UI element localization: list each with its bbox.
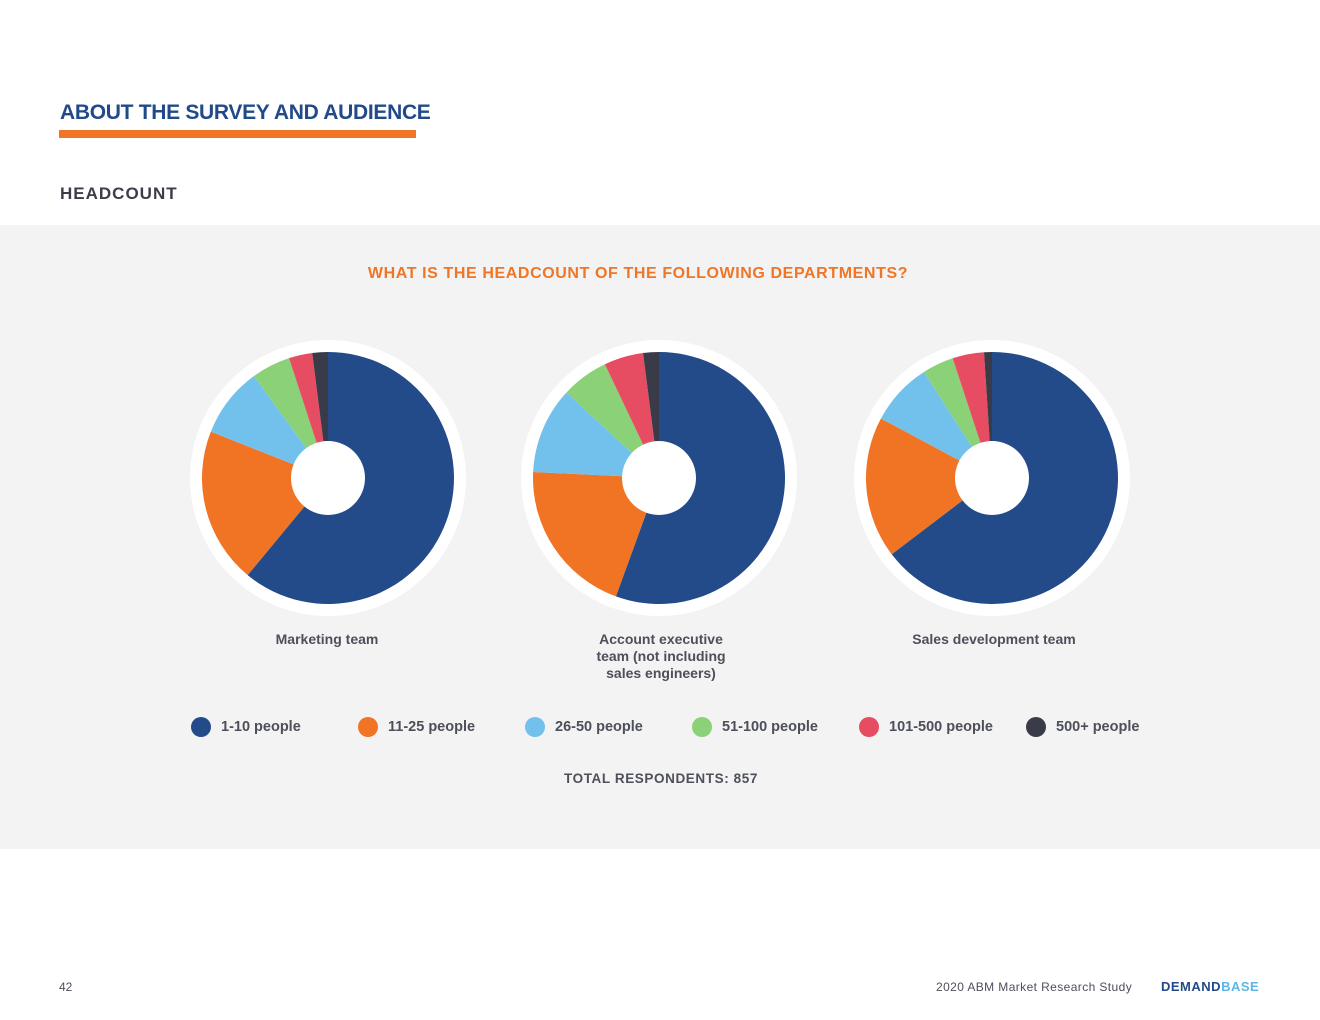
legend-label: 11-25 people [388, 719, 476, 735]
chart-label-sales-development: Sales development team [912, 631, 1076, 647]
pie-slice-26-50-people [210, 376, 328, 478]
legend-label: 51-100 people [722, 719, 818, 735]
pie-slice-1-10-people [615, 352, 786, 604]
pie-slice-11-25-people [532, 472, 659, 597]
page-number: 42 [59, 980, 73, 994]
legend-swatch [1026, 717, 1046, 737]
legend-label: 1-10 people [221, 719, 301, 735]
legend-item: 500+ people [1026, 716, 1139, 738]
legend-label: 500+ people [1056, 719, 1140, 735]
pie-slice-11-25-people [865, 418, 992, 555]
legend-label: 26-50 people [555, 719, 643, 735]
pie-chart-account-executive [521, 340, 797, 616]
legend-item: 11-25 people [358, 716, 475, 738]
legend-swatch [525, 717, 545, 737]
pie-slice-26-50-people [880, 372, 992, 478]
donut-hole [955, 441, 1029, 515]
legend-label: 101-500 people [889, 719, 993, 735]
logo-part-base: BASE [1221, 979, 1260, 994]
donut-hole [622, 441, 696, 515]
legend-item: 1-10 people [191, 716, 301, 738]
legend-item: 101-500 people [859, 716, 993, 738]
demandbase-logo: DEMANDBASE [1161, 979, 1259, 994]
section-title-underline [59, 130, 416, 138]
chart-label-marketing: Marketing team [275, 631, 379, 647]
legend-swatch [692, 717, 712, 737]
pie-chart-marketing-team [190, 340, 466, 616]
total-respondents: TOTAL RESPONDENTS: 857 [564, 771, 758, 786]
legend-item: 51-100 people [692, 716, 818, 738]
survey-question: WHAT IS THE HEADCOUNT OF THE FOLLOWING D… [367, 265, 909, 282]
legend-swatch [859, 717, 879, 737]
logo-part-demand: DEMAND [1161, 979, 1222, 994]
chart-label-account-executive: Account executive team (not including sa… [596, 631, 726, 681]
pie-chart-sales-development [854, 340, 1130, 616]
section-title: ABOUT THE SURVEY AND AUDIENCE [60, 101, 431, 124]
pie-slice-26-50-people [533, 392, 659, 478]
legend-swatch [358, 717, 378, 737]
sub-heading: HEADCOUNT [60, 184, 178, 203]
donut-hole [291, 441, 365, 515]
legend-swatch [191, 717, 211, 737]
legend-item: 26-50 people [525, 716, 643, 738]
footer-study-title: 2020 ABM Market Research Study [936, 980, 1133, 994]
